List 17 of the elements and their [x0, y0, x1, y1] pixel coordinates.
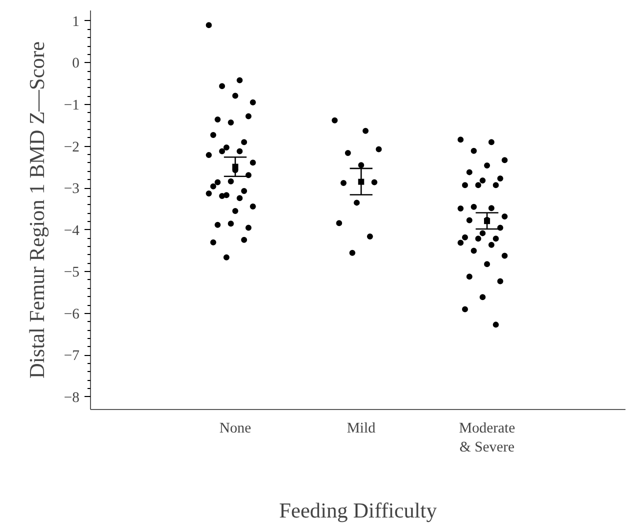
y-tick-label: −4 [64, 222, 80, 239]
y-tick-label: 1 [72, 14, 80, 30]
y-tick-label: −7 [64, 348, 80, 364]
x-tick-label: Mild [346, 420, 376, 436]
y-tick-label: 0 [72, 56, 80, 72]
y-tick-label: −1 [64, 98, 80, 114]
x-axis-title: Feeding Difficulty [279, 498, 438, 523]
y-axis-title: Distal Femur Region 1 BMD Z—Score [24, 41, 49, 379]
x-tick-label: Moderate & Severe [458, 420, 516, 456]
point [232, 164, 238, 170]
y-tick-label: −2 [64, 139, 80, 156]
point [358, 178, 364, 185]
y-tick-label: −5 [64, 264, 80, 281]
y-tick-label: −6 [64, 306, 80, 322]
y-tick-label: −8 [64, 390, 80, 406]
x-tick-label: None [219, 420, 252, 436]
y-tick-label: −3 [64, 181, 80, 198]
